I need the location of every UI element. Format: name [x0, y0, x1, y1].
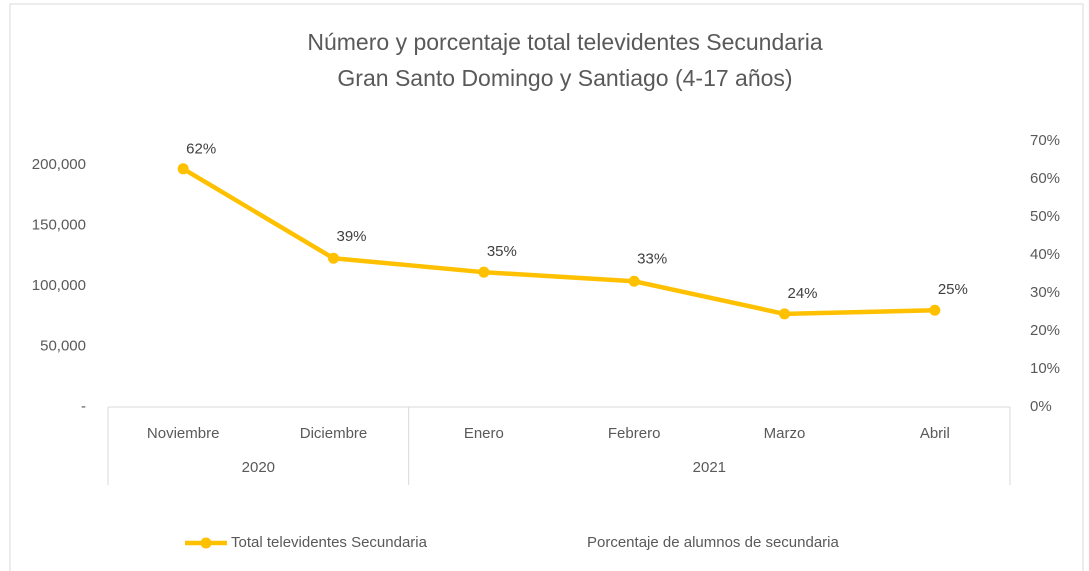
- data-label: 25%: [938, 281, 968, 298]
- data-label: 24%: [787, 285, 817, 302]
- marker: [929, 304, 941, 316]
- x-group-label: 2020: [242, 459, 275, 476]
- y2-tick-label: 60%: [1030, 170, 1060, 187]
- x-tick-label: Abril: [920, 425, 950, 442]
- x-tick-label: Enero: [464, 425, 504, 442]
- x-tick-label: Febrero: [608, 425, 661, 442]
- x-group-label: 2021: [693, 459, 726, 476]
- chart-border: [9, 3, 1084, 571]
- x-tick-label: Diciembre: [300, 425, 368, 442]
- y2-tick-label: 70%: [1030, 132, 1060, 149]
- legend-label: Porcentaje de alumnos de secundaria: [587, 534, 839, 551]
- marker: [328, 252, 339, 264]
- y2-tick-label: 20%: [1030, 322, 1060, 339]
- data-label: 39%: [336, 228, 366, 245]
- data-label: 35%: [487, 243, 517, 260]
- legend-marker: [200, 537, 212, 549]
- y2-tick-label: 50%: [1030, 208, 1060, 225]
- data-label: 62%: [186, 140, 216, 157]
- y2-tick-label: 40%: [1030, 246, 1060, 263]
- y2-tick-label: 10%: [1030, 360, 1060, 377]
- y-tick-label: -: [81, 398, 86, 415]
- x-tick-label: Noviembre: [147, 425, 220, 442]
- marker: [177, 163, 189, 175]
- y-tick-label: 100,000: [32, 277, 86, 294]
- data-label: 33%: [637, 251, 667, 268]
- x-tick-label: Marzo: [764, 425, 806, 442]
- y-tick-label: 150,000: [32, 217, 86, 234]
- y-tick-label: 50,000: [40, 338, 86, 355]
- marker: [779, 308, 790, 320]
- chart-title: Número y porcentaje total televidentes S…: [307, 29, 822, 55]
- y-tick-label: 200,000: [32, 156, 86, 173]
- chart-subtitle: Gran Santo Domingo y Santiago (4-17 años…: [337, 65, 792, 91]
- marker: [628, 275, 640, 287]
- line: [182, 166, 935, 317]
- marker: [478, 266, 490, 278]
- y2-tick-label: 0%: [1030, 398, 1052, 415]
- y2-tick-label: 30%: [1030, 284, 1060, 301]
- legend-label: Total televidentes Secundaria: [231, 534, 428, 551]
